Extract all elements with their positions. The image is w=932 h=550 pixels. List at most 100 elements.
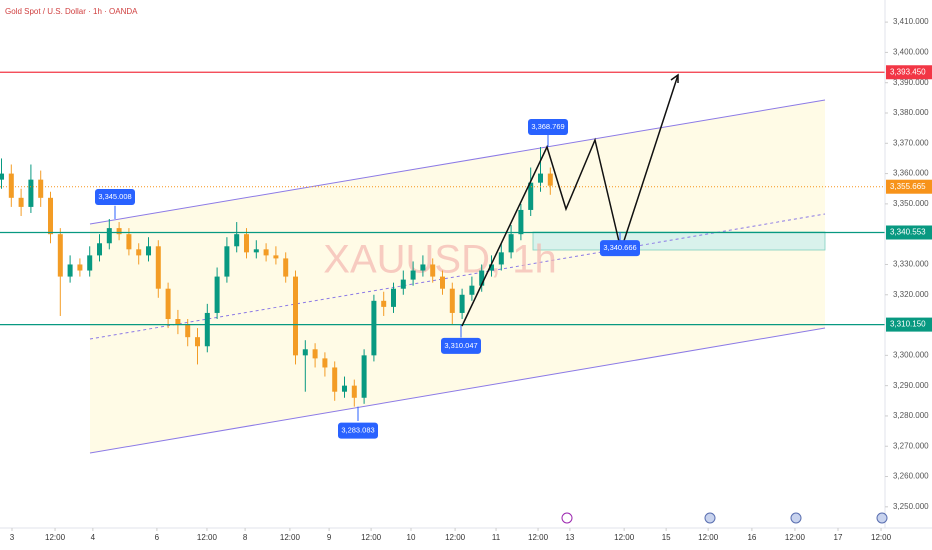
y-tick-label: 3,260.000 <box>893 472 929 481</box>
watermark: XAUUSD, 1h <box>323 238 556 282</box>
x-tick-label: 12:00 <box>45 533 66 542</box>
channel-mid <box>89 213 826 340</box>
candle-body <box>214 276 220 313</box>
candle-body <box>410 270 416 280</box>
candle-body <box>479 270 485 286</box>
y-tick-label: 3,330.000 <box>893 260 929 269</box>
projection-path <box>461 74 679 327</box>
x-tick-label: 15 <box>662 533 671 542</box>
candle-body <box>508 234 514 253</box>
projection-arrow <box>670 73 679 83</box>
chart-title: Gold Spot / U.S. Dollar · 1h · OANDA <box>5 7 138 16</box>
candle-body <box>234 234 240 247</box>
candle-body <box>459 294 465 313</box>
x-tick-label: 10 <box>407 533 416 542</box>
x-tick-label: 12:00 <box>698 533 719 542</box>
candle-body <box>106 228 112 244</box>
annotation-box <box>95 189 135 206</box>
y-tick-label: 3,280.000 <box>893 411 929 420</box>
candle-body <box>155 246 161 289</box>
y-tick-label: 3,390.000 <box>893 78 929 87</box>
y-tick-label: 3,290.000 <box>893 381 929 390</box>
candle-body <box>185 325 191 338</box>
axes: 3,250.000 3,260.000 3,270.000 3,280.000 3,29… <box>10 17 929 542</box>
y-tick-label: 3,360.000 <box>893 169 929 178</box>
candle-body <box>97 243 103 256</box>
annotation-box <box>600 240 640 257</box>
candle-body <box>440 276 445 289</box>
level-label: 3,340.553 <box>890 228 926 237</box>
candle-body <box>204 312 210 347</box>
candle-body <box>361 355 367 398</box>
annotation-box <box>338 422 378 439</box>
candle-body <box>126 234 132 250</box>
annotation-box <box>528 119 568 136</box>
x-tick-label: 13 <box>565 533 574 542</box>
candle-body <box>28 179 34 207</box>
candle-body <box>224 246 230 277</box>
candle-body <box>391 288 397 307</box>
x-tick-label: 12:00 <box>197 533 218 542</box>
candle-body <box>8 173 14 198</box>
candle-body <box>273 255 279 259</box>
candle-body <box>537 173 543 183</box>
candle-body <box>263 249 269 256</box>
candle-body <box>332 367 338 392</box>
x-tick-label: 9 <box>327 533 332 542</box>
candle-body <box>18 197 24 207</box>
candle-body <box>195 337 201 347</box>
event-icon <box>876 512 888 524</box>
y-tick-label: 3,250.000 <box>893 502 929 511</box>
candle-body <box>136 249 142 256</box>
candle-body <box>0 173 5 180</box>
annotation-box <box>441 337 481 354</box>
candle-body <box>371 300 377 356</box>
candle-body <box>420 264 426 271</box>
candle-body <box>528 182 534 210</box>
event-icon <box>790 512 802 524</box>
x-tick-label: 12:00 <box>280 533 301 542</box>
candle-body <box>351 385 357 398</box>
candle-body <box>488 264 494 271</box>
y-tick-label: 3,270.000 <box>893 441 929 450</box>
candle-body <box>293 276 299 356</box>
channel-upper <box>89 99 826 225</box>
plot <box>0 71 885 421</box>
event-icon <box>561 512 573 524</box>
candle-body <box>312 349 318 359</box>
x-tick-label: 11 <box>492 533 501 542</box>
candle-body <box>381 300 387 307</box>
x-tick-label: 12:00 <box>785 533 806 542</box>
annotation-label: 3,340.666 <box>603 243 636 252</box>
x-tick-label: 3 <box>10 533 15 542</box>
candle-body <box>498 252 504 265</box>
event-icon <box>704 512 716 524</box>
candle-body <box>518 209 524 235</box>
annotation-label: 3,283.083 <box>341 426 374 435</box>
y-tick-label: 3,370.000 <box>893 138 929 147</box>
annotation-label: 3,368.769 <box>531 122 564 131</box>
annotation-label: 3,310.047 <box>444 341 477 350</box>
annotation-label: 3,345.008 <box>98 192 131 201</box>
y-tick-label: 3,320.000 <box>893 290 929 299</box>
candle-body <box>253 249 259 253</box>
candle-body <box>146 246 152 256</box>
candle-body <box>77 264 83 271</box>
candle-body <box>283 258 289 277</box>
channel-lower <box>89 327 826 454</box>
x-tick-label: 16 <box>747 533 756 542</box>
level-label-box <box>886 65 932 80</box>
candle-body <box>430 264 436 277</box>
candle-body <box>116 228 122 235</box>
x-tick-label: 12:00 <box>614 533 635 542</box>
level-label: 3,355.665 <box>890 182 926 191</box>
x-tick-label: 6 <box>155 533 160 542</box>
candle-body <box>342 385 348 392</box>
candle-body <box>322 358 328 368</box>
candle-body <box>400 279 406 289</box>
x-tick-label: 12:00 <box>528 533 549 542</box>
overlay: 3,393.450 3,355.665 3,340.553 3,310.150 3,34… <box>95 65 932 439</box>
candle-body <box>87 255 93 271</box>
candle-body <box>302 349 308 356</box>
